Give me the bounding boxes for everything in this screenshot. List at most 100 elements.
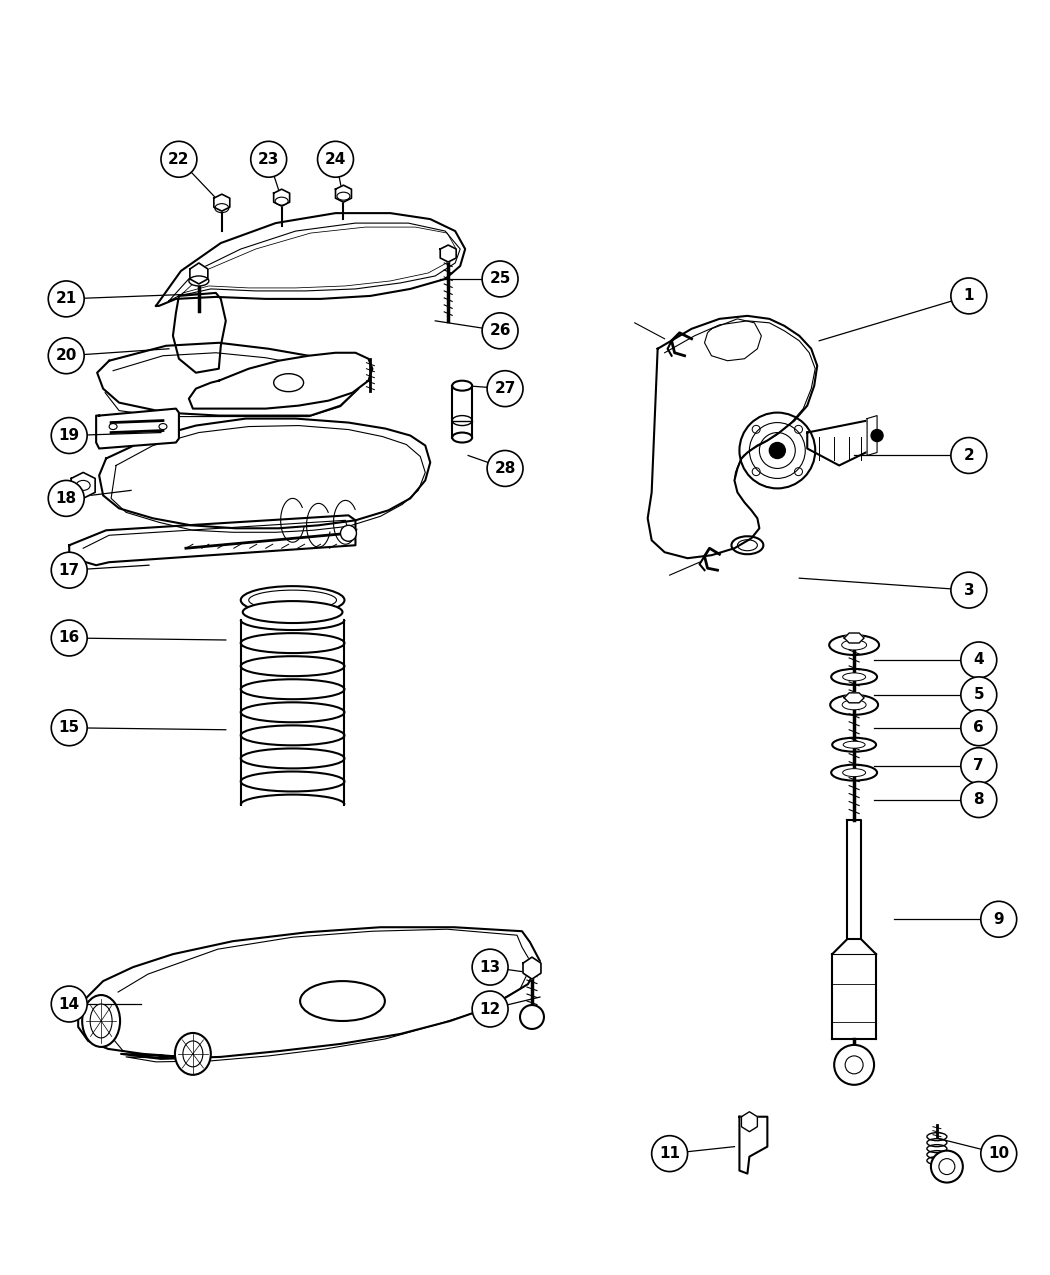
Circle shape [961,710,996,746]
Ellipse shape [843,769,865,776]
Circle shape [482,312,518,349]
Ellipse shape [843,741,865,748]
Circle shape [951,437,987,473]
Circle shape [845,1056,863,1074]
Circle shape [770,442,785,459]
Text: 27: 27 [495,381,516,397]
Polygon shape [99,418,430,528]
Polygon shape [97,408,178,449]
Text: 21: 21 [56,292,77,306]
Circle shape [472,991,508,1026]
Text: 28: 28 [495,462,516,476]
Circle shape [961,643,996,678]
Text: 15: 15 [59,720,80,736]
Ellipse shape [90,1003,112,1038]
Polygon shape [98,343,360,416]
Text: 20: 20 [56,348,77,363]
Text: 6: 6 [973,720,984,736]
Circle shape [51,620,87,655]
Polygon shape [844,632,864,643]
Ellipse shape [843,673,865,681]
Circle shape [48,481,84,516]
Text: 7: 7 [973,759,984,773]
Text: 17: 17 [59,562,80,578]
Circle shape [981,1136,1016,1172]
Text: 11: 11 [659,1146,680,1162]
Text: 19: 19 [59,428,80,442]
Ellipse shape [842,700,866,710]
Ellipse shape [82,994,120,1047]
Ellipse shape [831,695,878,715]
Text: 5: 5 [973,687,984,703]
Ellipse shape [830,635,879,655]
Text: 3: 3 [964,583,974,598]
Circle shape [931,1150,963,1182]
Text: 10: 10 [988,1146,1009,1162]
Text: 4: 4 [973,653,984,667]
Circle shape [317,142,354,177]
Ellipse shape [183,1040,203,1067]
Circle shape [951,278,987,314]
Circle shape [961,677,996,713]
Circle shape [961,782,996,817]
Polygon shape [867,416,877,455]
Circle shape [340,525,356,542]
Text: 23: 23 [258,152,279,167]
Polygon shape [847,820,861,940]
Circle shape [487,371,523,407]
Circle shape [48,338,84,374]
Text: 14: 14 [59,997,80,1011]
Circle shape [472,949,508,986]
Polygon shape [833,954,876,1039]
Text: 2: 2 [964,448,974,463]
Polygon shape [190,263,208,284]
Ellipse shape [189,275,209,286]
Text: 8: 8 [973,792,984,807]
Polygon shape [69,515,356,565]
Circle shape [51,986,87,1023]
Circle shape [520,1005,544,1029]
Polygon shape [844,692,864,703]
Circle shape [251,142,287,177]
Polygon shape [214,194,230,212]
Ellipse shape [249,590,336,609]
Polygon shape [173,293,226,372]
Circle shape [51,552,87,588]
Circle shape [951,572,987,608]
Polygon shape [833,940,876,954]
Text: 18: 18 [56,491,77,506]
Polygon shape [648,316,817,558]
Polygon shape [807,421,874,465]
Text: 22: 22 [168,152,190,167]
Circle shape [652,1136,688,1172]
Polygon shape [705,319,761,361]
Circle shape [482,261,518,297]
Circle shape [48,280,84,317]
Polygon shape [440,245,456,261]
Ellipse shape [453,432,472,442]
Polygon shape [739,1117,768,1173]
Ellipse shape [109,423,118,430]
Ellipse shape [240,586,344,615]
Circle shape [872,430,883,441]
Circle shape [487,450,523,486]
Ellipse shape [832,765,877,780]
Ellipse shape [453,381,472,390]
Polygon shape [741,1112,757,1132]
Text: 25: 25 [489,272,510,287]
Circle shape [51,418,87,454]
Polygon shape [78,927,540,1058]
Text: 12: 12 [480,1002,501,1016]
Text: 9: 9 [993,912,1004,927]
Circle shape [961,747,996,784]
Circle shape [161,142,196,177]
Circle shape [834,1046,874,1085]
Polygon shape [189,353,373,408]
Polygon shape [523,958,541,979]
Circle shape [51,710,87,746]
Polygon shape [156,213,465,306]
Ellipse shape [833,738,876,752]
Ellipse shape [842,640,866,650]
Circle shape [981,901,1016,937]
Ellipse shape [159,423,167,430]
